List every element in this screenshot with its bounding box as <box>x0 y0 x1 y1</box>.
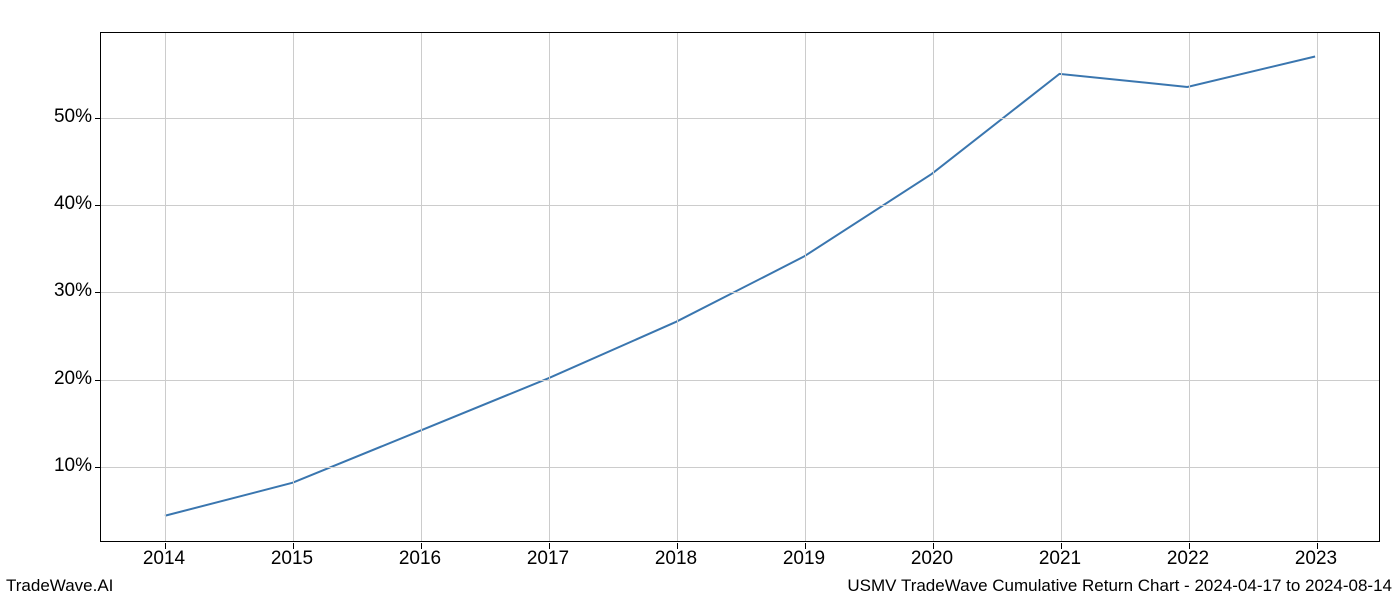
grid-line-horizontal <box>101 292 1379 293</box>
grid-line-horizontal <box>101 467 1379 468</box>
grid-line-vertical <box>805 33 806 541</box>
footer-caption: USMV TradeWave Cumulative Return Chart -… <box>847 576 1392 596</box>
y-tick-label: 20% <box>54 368 92 390</box>
return-line <box>165 56 1315 515</box>
grid-line-horizontal <box>101 380 1379 381</box>
x-tick-label: 2021 <box>1039 548 1081 570</box>
chart-plot-area <box>100 32 1380 542</box>
grid-line-vertical <box>421 33 422 541</box>
y-tick-mark <box>95 292 101 293</box>
y-tick-mark <box>95 118 101 119</box>
y-tick-label: 50% <box>54 106 92 128</box>
y-tick-label: 10% <box>54 455 92 477</box>
grid-line-vertical <box>1061 33 1062 541</box>
x-tick-label: 2018 <box>655 548 697 570</box>
grid-line-horizontal <box>101 118 1379 119</box>
x-tick-label: 2014 <box>143 548 185 570</box>
grid-line-vertical <box>933 33 934 541</box>
grid-line-vertical <box>165 33 166 541</box>
grid-line-vertical <box>677 33 678 541</box>
y-tick-label: 40% <box>54 193 92 215</box>
y-tick-mark <box>95 205 101 206</box>
grid-line-vertical <box>1189 33 1190 541</box>
x-tick-label: 2022 <box>1167 548 1209 570</box>
y-tick-mark <box>95 380 101 381</box>
x-tick-label: 2017 <box>527 548 569 570</box>
grid-line-horizontal <box>101 205 1379 206</box>
y-tick-mark <box>95 467 101 468</box>
x-tick-label: 2015 <box>271 548 313 570</box>
x-tick-label: 2023 <box>1295 548 1337 570</box>
x-tick-label: 2016 <box>399 548 441 570</box>
grid-line-vertical <box>293 33 294 541</box>
grid-line-vertical <box>549 33 550 541</box>
footer-brand: TradeWave.AI <box>6 576 113 596</box>
x-tick-label: 2019 <box>783 548 825 570</box>
x-tick-label: 2020 <box>911 548 953 570</box>
grid-line-vertical <box>1317 33 1318 541</box>
y-tick-label: 30% <box>54 280 92 302</box>
